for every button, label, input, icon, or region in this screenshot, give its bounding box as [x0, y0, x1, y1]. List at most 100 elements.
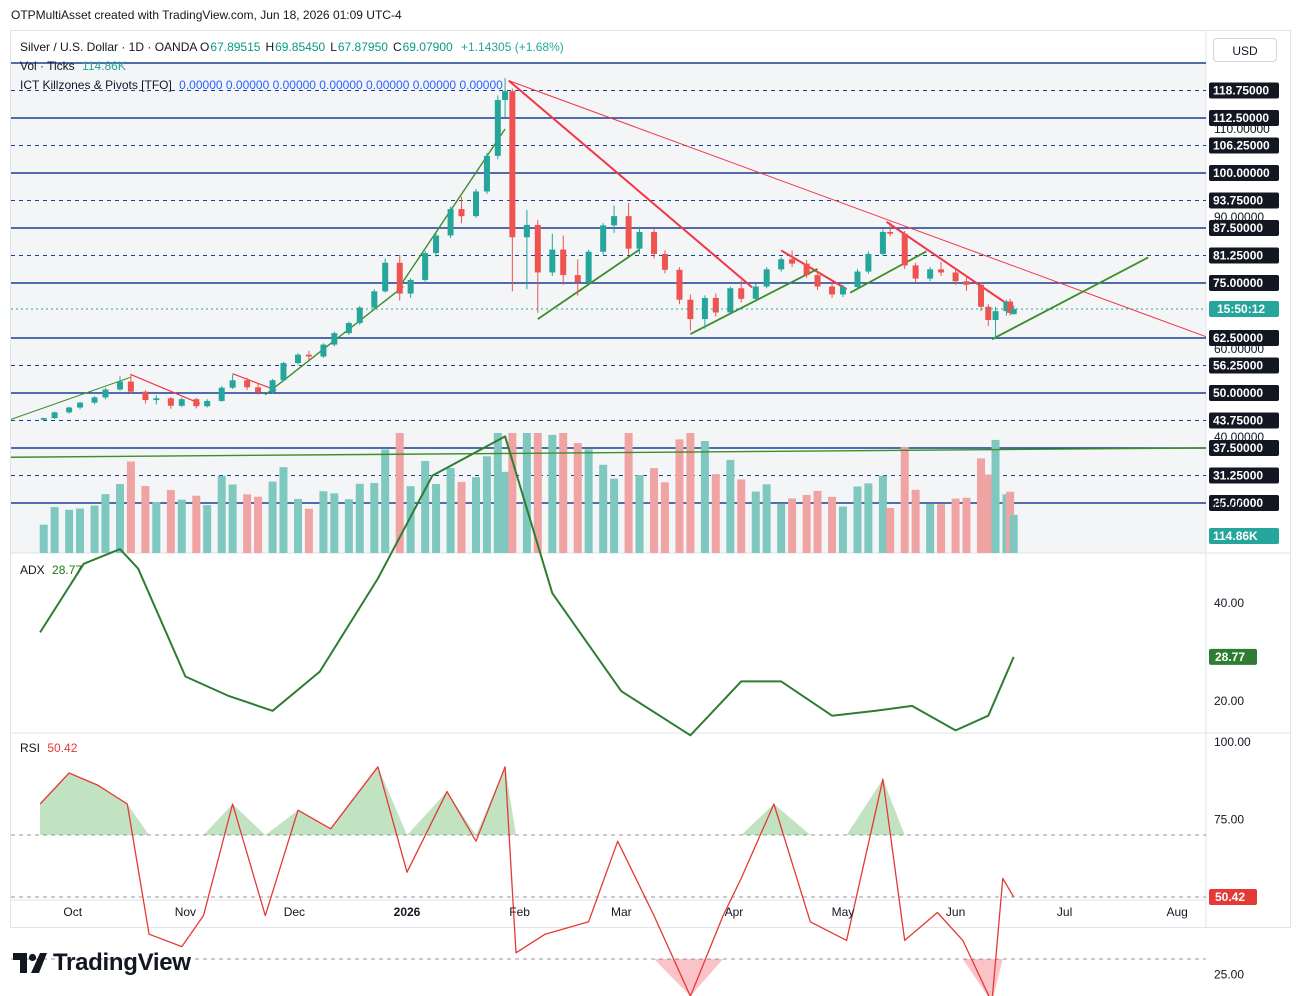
candle-body: [611, 216, 618, 226]
volume-label: Vol · Ticks: [20, 59, 75, 73]
volume-bar: [853, 486, 862, 553]
volume-bar: [813, 490, 822, 553]
volume-bar: [926, 503, 935, 553]
time-axis-tick: 2026: [394, 905, 421, 919]
adx-line: [39, 435, 1015, 737]
chart-frame: [10, 30, 1291, 928]
candle-body: [927, 269, 934, 279]
tradingview-brand[interactable]: TradingView: [13, 949, 191, 976]
trend-line-8: [399, 128, 506, 287]
trend-line-6: [10, 376, 132, 420]
candle-body: [963, 281, 970, 285]
rsi-pane-background: [11, 735, 1206, 900]
candle-body: [142, 391, 149, 401]
volume-bar: [141, 486, 150, 553]
level-label-bg: [1209, 357, 1279, 374]
currency-selector[interactable]: USD: [1213, 38, 1277, 62]
rsi-title: RSI: [20, 741, 41, 755]
volume-bar: [977, 458, 986, 553]
volume-bar: [76, 508, 85, 553]
candle-body: [77, 402, 84, 408]
candle-body: [534, 224, 541, 273]
level-label-bg: [1209, 110, 1279, 126]
candle-body: [1003, 301, 1010, 312]
candle-body: [952, 272, 959, 282]
adx-axis-tick: 20.00: [1214, 694, 1244, 708]
volume-bar: [984, 474, 993, 553]
adx-value: 28.77: [52, 563, 83, 577]
candle-body: [636, 231, 643, 249]
volume-bar: [166, 490, 175, 553]
price-change: +1.14305 (+1.68%): [461, 40, 564, 54]
level-label: 118.75000: [1213, 84, 1269, 98]
level-label-bg: [1209, 440, 1279, 456]
rsi-oversold-fill: [654, 959, 1003, 996]
volume-bar: [355, 483, 364, 553]
level-label-bg: [1209, 165, 1279, 181]
ohlc-key-l: L: [330, 40, 337, 54]
volume-bar: [152, 501, 161, 553]
volume-bar: [751, 491, 760, 553]
rsi-axis-tick: 25.00: [1214, 968, 1244, 982]
volume-bar: [675, 439, 684, 553]
volume-bar: [39, 524, 48, 553]
tradingview-logo-icon: [13, 953, 47, 973]
level-label: 56.25000: [1213, 359, 1263, 373]
volume-bar: [886, 507, 895, 553]
candle-body: [331, 333, 338, 345]
volume-value: 114.86K: [82, 59, 126, 73]
volume-bar: [559, 433, 568, 553]
candle-body: [854, 271, 861, 287]
volume-bar: [788, 498, 797, 553]
candle-body: [116, 381, 123, 390]
candle-body: [978, 284, 985, 307]
adx-axis-tick: 60.00: [1214, 498, 1244, 512]
candle-body: [727, 288, 734, 313]
candle-body: [218, 387, 225, 401]
rsi-line: [39, 766, 1015, 996]
trend-line-10: [689, 268, 818, 335]
candle-body: [382, 262, 389, 292]
volume-bar: [381, 449, 390, 553]
volume-bar: [279, 467, 288, 553]
candle-body: [447, 209, 454, 236]
symbol-title: Silver / U.S. Dollar · 1D · OANDA: [20, 40, 197, 54]
indicator-label: ICT Killzones & Pivots [TFO]: [20, 78, 172, 92]
volume-bar: [660, 482, 669, 553]
candle-body: [879, 231, 886, 254]
candle-body: [574, 275, 581, 283]
trend-line-2: [130, 373, 201, 405]
ohlc-value-l: 67.87950: [337, 40, 388, 54]
time-axis-tick: Feb: [509, 905, 530, 919]
volume-bar: [828, 496, 837, 553]
volume-bar: [777, 503, 786, 553]
candle-body: [295, 354, 302, 364]
level-label: 62.50000: [1213, 331, 1263, 345]
ohlc-key-c: C: [392, 40, 402, 54]
candle-body: [320, 344, 327, 357]
adx-axis-tick: 40.00: [1214, 596, 1244, 610]
volume-bar: [838, 506, 847, 553]
level-label: 93.75000: [1213, 194, 1263, 208]
volume-bar: [319, 491, 328, 553]
volume-bar: [635, 475, 644, 553]
candle-body: [585, 251, 592, 283]
price-pane-background: [11, 63, 1206, 553]
volume-bar: [126, 461, 135, 553]
candle-body: [509, 91, 516, 238]
current-price-label: 15:50:12: [1217, 302, 1265, 316]
volume-bar: [533, 433, 542, 553]
candle-body: [687, 299, 694, 320]
volume-bar: [501, 471, 510, 553]
volume-bar: [548, 434, 557, 553]
candle-body: [676, 269, 683, 300]
candle-body: [255, 387, 262, 393]
candle-body: [651, 231, 658, 254]
volume-bar: [330, 493, 339, 553]
candle-body: [763, 269, 770, 287]
rsi-value-label-bg: [1209, 889, 1257, 905]
adx-legend: ADX 28.77: [20, 563, 82, 577]
candle-body: [51, 412, 58, 419]
candle-body: [549, 249, 556, 273]
